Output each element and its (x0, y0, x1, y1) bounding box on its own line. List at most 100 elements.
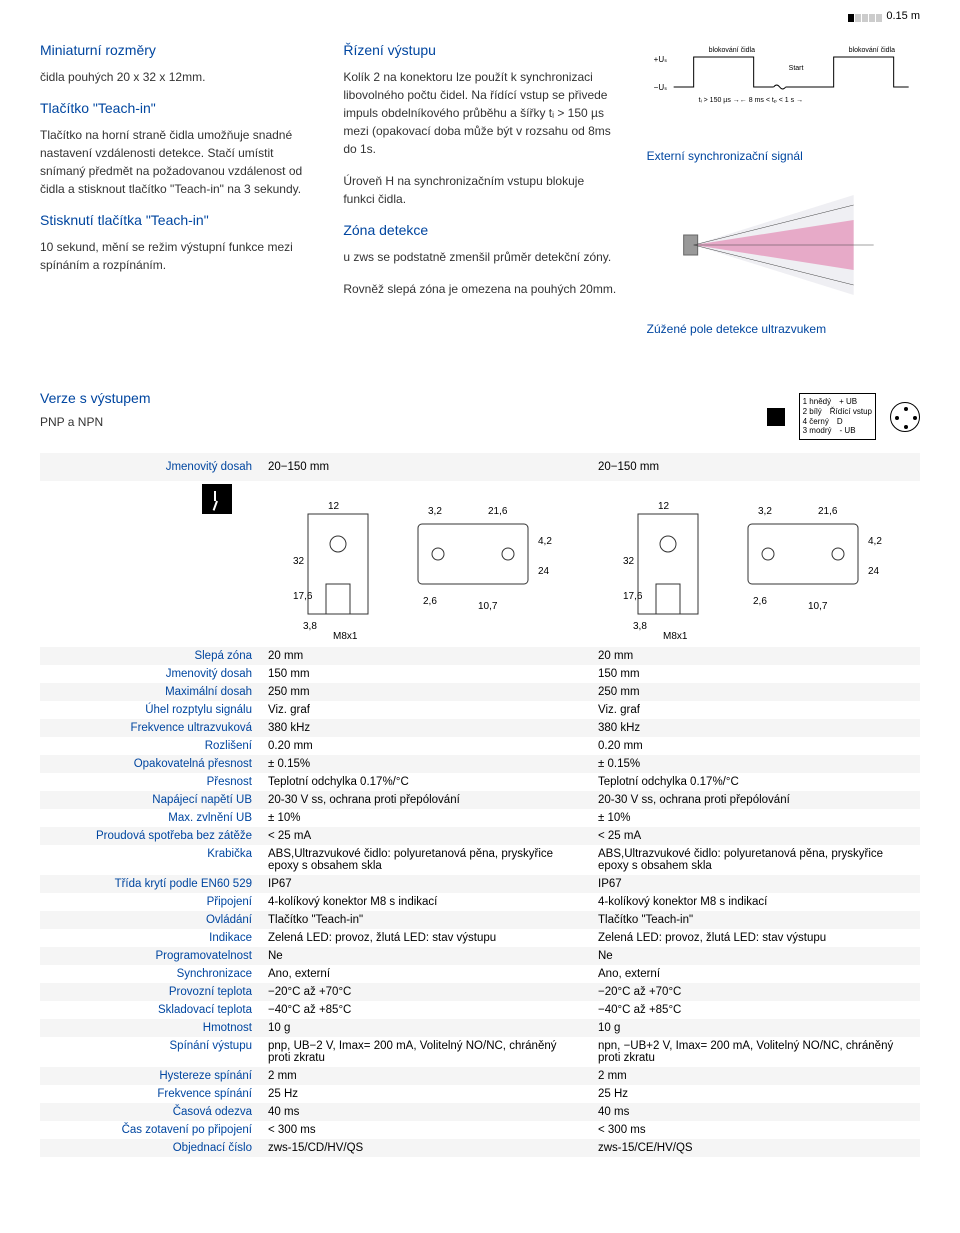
spec-val-a: 150 mm (260, 665, 590, 683)
svg-text:M8x1: M8x1 (663, 631, 688, 642)
spec-val-a: < 25 mA (260, 827, 590, 845)
p-output-ctrl2: Úroveň H na synchronizačním vstupu bloku… (343, 172, 616, 208)
meter-icon (843, 10, 883, 20)
svg-text:2,6: 2,6 (423, 596, 437, 607)
pin-wiring-box: 1 hnědý+ UB 2 bílýŘídící vstup 4 černýD … (799, 393, 876, 439)
spec-label: Čas zotavení po připojení (40, 1121, 260, 1139)
table-row: Proudová spotřeba bez zátěže< 25 mA< 25 … (40, 827, 920, 845)
svg-text:4,2: 4,2 (868, 536, 882, 547)
table-row: Provozní teplota−20°C až +70°C−20°C až +… (40, 983, 920, 1001)
spec-label: Objednací číslo (40, 1139, 260, 1157)
p-teachin-press: 10 sekund, mění se režim výstupní funkce… (40, 238, 313, 274)
table-row: IndikaceZelená LED: provoz, žlutá LED: s… (40, 929, 920, 947)
spec-val-a: Tlačítko "Teach-in" (260, 911, 590, 929)
svg-text:blokování čidla: blokování čidla (708, 47, 754, 54)
spec-val-a: 0.20 mm (260, 737, 590, 755)
svg-text:tᵢ > 150 µs →← 8 ms < tₚ < 1 s: tᵢ > 150 µs →← 8 ms < tₚ < 1 s → (698, 97, 802, 104)
table-row: Úhel rozptylu signáluViz. grafViz. graf (40, 701, 920, 719)
spec-val-b: Teplotní odchylka 0.17%/°C (590, 773, 920, 791)
spec-val-b: < 300 ms (590, 1121, 920, 1139)
spec-val-a: Teplotní odchylka 0.17%/°C (260, 773, 590, 791)
spec-val-a: ± 0.15% (260, 755, 590, 773)
svg-text:3,8: 3,8 (303, 621, 317, 632)
connector-face-icon (890, 402, 920, 432)
spec-val-b: 0.20 mm (590, 737, 920, 755)
dim-drawing-2: 12 32 17,6 3,8 M8x1 3,2 21,6 4,2 24 2,6 … (590, 481, 920, 647)
spec-val-b: Viz. graf (590, 701, 920, 719)
spec-val-a: ABS,Ultrazvukové čidlo: polyuretanová pě… (260, 845, 590, 875)
svg-text:+Uₛ: +Uₛ (653, 55, 666, 64)
cap-sync: Externí synchronizační signál (647, 147, 920, 165)
spec-val-a: Ano, externí (260, 965, 590, 983)
p-outputs: PNP a NPN (40, 413, 753, 431)
h-teachin-press: Stisknutí tlačítka "Teach-in" (40, 212, 313, 228)
svg-text:2,6: 2,6 (753, 596, 767, 607)
spec-label: Frekvence spínání (40, 1085, 260, 1103)
spec-val-b: npn, −UB+2 V, Imax= 200 mA, Volitelný NO… (590, 1037, 920, 1067)
spec-val-a: 20 mm (260, 647, 590, 665)
spec-label: Úhel rozptylu signálu (40, 701, 260, 719)
table-row: Opakovatelná přesnost± 0.15%± 0.15% (40, 755, 920, 773)
sensor-symbol-icon (767, 408, 785, 426)
svg-text:10,7: 10,7 (808, 601, 828, 612)
svg-text:10,7: 10,7 (478, 601, 498, 612)
table-row: Čas zotavení po připojení< 300 ms< 300 m… (40, 1121, 920, 1139)
table-row: Hystereze spínání2 mm2 mm (40, 1067, 920, 1085)
pinout-row: Verze s výstupem PNP a NPN 1 hnědý+ UB 2… (40, 388, 920, 445)
spec-val-a: 25 Hz (260, 1085, 590, 1103)
spec-label: Spínání výstupu (40, 1037, 260, 1067)
spec-val-b: ABS,Ultrazvukové čidlo: polyuretanová pě… (590, 845, 920, 875)
spec-val-a: zws-15/CD/HV/QS (260, 1139, 590, 1157)
h-output-ctrl: Řízení výstupu (343, 42, 616, 58)
svg-text:Start: Start (788, 65, 803, 72)
spec-label: Rozlišení (40, 737, 260, 755)
table-row: OvládáníTlačítko "Teach-in"Tlačítko "Tea… (40, 911, 920, 929)
svg-text:21,6: 21,6 (818, 506, 838, 517)
spec-label: Programovatelnost (40, 947, 260, 965)
spec-label: Časová odezva (40, 1103, 260, 1121)
switch-cell (40, 481, 260, 647)
p-output-ctrl1: Kolík 2 na konektoru lze použít k synchr… (343, 68, 616, 158)
range-text: 0.15 m (886, 10, 920, 22)
p-teachin: Tlačítko na horní straně čidla umožňuje … (40, 126, 313, 198)
h-zone: Zóna detekce (343, 222, 616, 238)
svg-text:4,2: 4,2 (538, 536, 552, 547)
spec-label: Maximální dosah (40, 683, 260, 701)
spec-val-a: < 300 ms (260, 1121, 590, 1139)
spec-val-b: IP67 (590, 875, 920, 893)
col-output-control: Řízení výstupu Kolík 2 na konektoru lze … (343, 42, 616, 358)
range-indicator: 0.15 m (40, 10, 920, 22)
spec-val-b: < 25 mA (590, 827, 920, 845)
spec-label: Ovládání (40, 911, 260, 929)
table-row: Slepá zóna20 mm20 mm (40, 647, 920, 665)
svg-text:17,6: 17,6 (293, 591, 313, 602)
spec-label: Opakovatelná přesnost (40, 755, 260, 773)
spec-val-a: 40 ms (260, 1103, 590, 1121)
table-row: Frekvence ultrazvuková380 kHz380 kHz (40, 719, 920, 737)
svg-text:blokování čidla: blokování čidla (848, 47, 894, 54)
spec-label: Napájecí napětí UB (40, 791, 260, 809)
spec-label: Skladovací teplota (40, 1001, 260, 1019)
dim-drawing-1: 12 32 17,6 3,8 M8x1 3,2 21,6 4,2 24 2,6 … (260, 481, 590, 647)
spec-val-a: 380 kHz (260, 719, 590, 737)
table-row: Připojení4-kolíkový konektor M8 s indika… (40, 893, 920, 911)
col-dimensions: Miniaturní rozměry čidla pouhých 20 x 32… (40, 42, 313, 358)
svg-text:M8x1: M8x1 (333, 631, 358, 642)
spec-val-b: Tlačítko "Teach-in" (590, 911, 920, 929)
spec-val-b: 10 g (590, 1019, 920, 1037)
svg-text:3,2: 3,2 (758, 506, 772, 517)
svg-text:12: 12 (658, 501, 670, 512)
table-row: Rozlišení0.20 mm0.20 mm (40, 737, 920, 755)
spec-val-a: 4-kolíkový konektor M8 s indikací (260, 893, 590, 911)
spec-val-b: 25 Hz (590, 1085, 920, 1103)
table-row: Objednací číslozws-15/CD/HV/QSzws-15/CE/… (40, 1139, 920, 1157)
header-v2: 20−150 mm (590, 453, 920, 481)
spec-val-a: IP67 (260, 875, 590, 893)
beam-cone-diagram (647, 185, 920, 305)
spec-label: Max. zvlnění UB (40, 809, 260, 827)
svg-text:32: 32 (293, 556, 305, 567)
header-label: Jmenovitý dosah (40, 453, 260, 481)
table-row: Spínání výstupupnp, UB−2 V, Imax= 200 mA… (40, 1037, 920, 1067)
table-row: Hmotnost10 g10 g (40, 1019, 920, 1037)
spec-label: Třída krytí podle EN60 529 (40, 875, 260, 893)
